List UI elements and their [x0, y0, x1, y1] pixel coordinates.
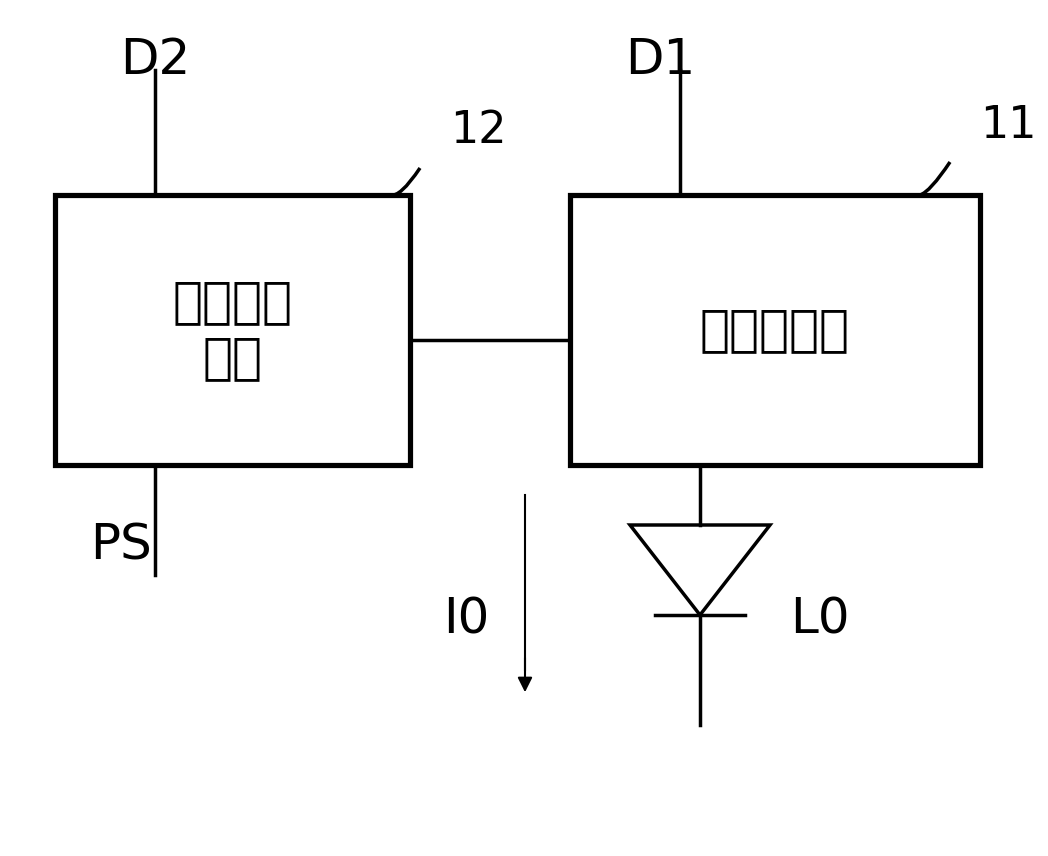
Text: 11: 11 [980, 104, 1036, 146]
Text: D1: D1 [625, 36, 695, 84]
Text: 12: 12 [450, 109, 506, 152]
Bar [570, 195, 980, 465]
Text: 模块: 模块 [202, 334, 262, 382]
Text: L0: L0 [790, 596, 850, 644]
Text: I0: I0 [443, 596, 490, 644]
Text: 电流源模块: 电流源模块 [700, 306, 850, 354]
Text: PS: PS [90, 521, 152, 569]
Text: D2: D2 [119, 36, 190, 84]
Text: 时间控制: 时间控制 [173, 278, 292, 326]
Bar [54, 195, 410, 465]
Polygon shape [630, 525, 770, 615]
